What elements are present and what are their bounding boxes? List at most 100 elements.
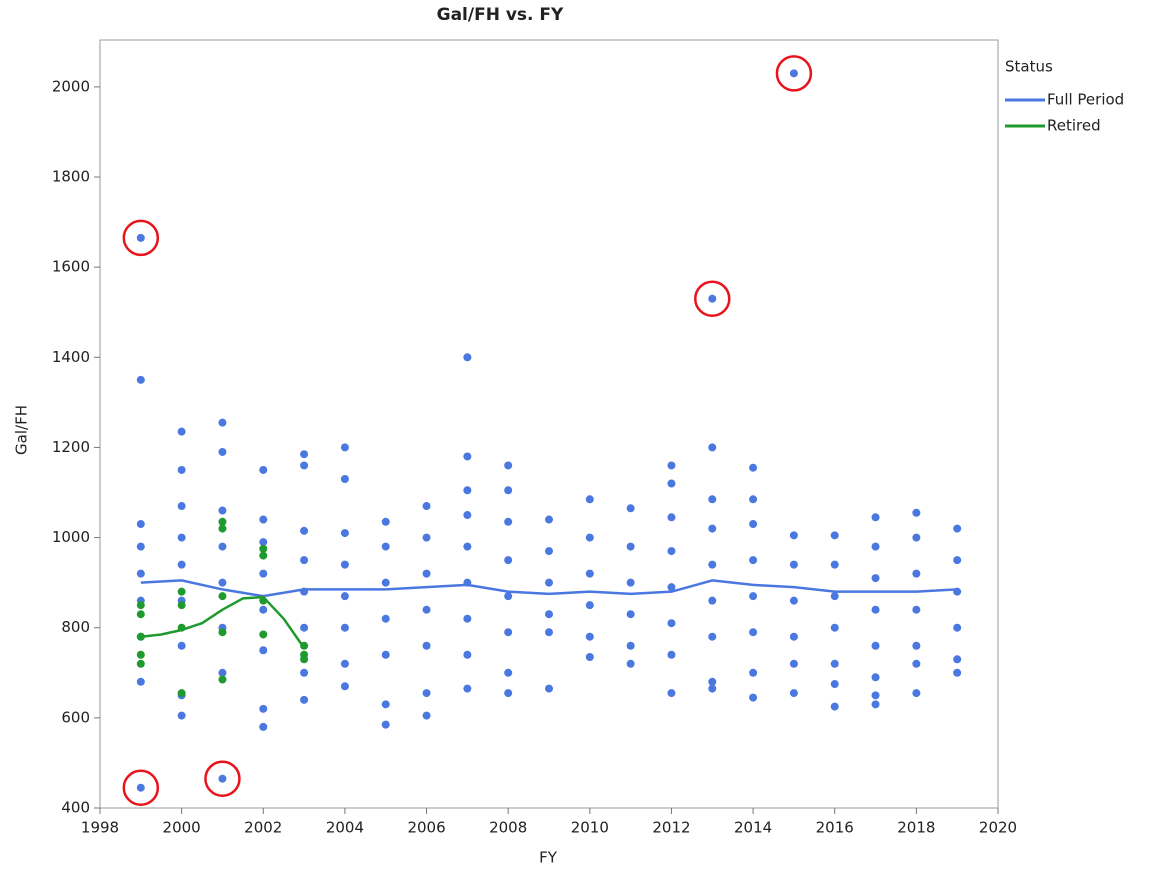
- data-point: [749, 495, 758, 504]
- data-point: [953, 556, 962, 565]
- data-point: [749, 628, 758, 637]
- data-point: [871, 700, 880, 709]
- data-point: [504, 556, 513, 565]
- data-point: [381, 614, 390, 623]
- data-point: [463, 542, 472, 551]
- data-point: [708, 684, 717, 693]
- data-point: [340, 443, 349, 452]
- data-point: [136, 520, 145, 529]
- data-point: [136, 375, 145, 384]
- data-point: [136, 601, 145, 610]
- data-point: [789, 560, 798, 569]
- data-point: [177, 533, 186, 542]
- data-point: [667, 583, 676, 592]
- data-point: [259, 646, 268, 655]
- data-point: [626, 610, 635, 619]
- data-point: [463, 614, 472, 623]
- data-point: [177, 427, 186, 436]
- data-point: [463, 650, 472, 659]
- data-point: [585, 533, 594, 542]
- x-tick-label: 2006: [407, 819, 445, 837]
- x-tick-label: 2002: [244, 819, 282, 837]
- x-tick-label: 1998: [81, 819, 119, 837]
- data-point: [830, 560, 839, 569]
- data-point: [912, 569, 921, 578]
- data-point: [177, 465, 186, 474]
- data-point: [626, 659, 635, 668]
- data-point: [300, 623, 309, 632]
- data-point: [136, 569, 145, 578]
- data-point: [667, 461, 676, 470]
- data-point: [708, 560, 717, 569]
- legend-label: Full Period: [1047, 91, 1124, 109]
- data-point: [463, 452, 472, 461]
- data-point: [912, 689, 921, 698]
- highlight-circle: [122, 769, 160, 806]
- data-point: [381, 720, 390, 729]
- data-point: [422, 569, 431, 578]
- data-point: [585, 632, 594, 641]
- data-point: [749, 693, 758, 702]
- data-point: [504, 486, 513, 495]
- x-tick-label: 2020: [979, 819, 1017, 837]
- data-point: [708, 495, 717, 504]
- data-point: [218, 592, 227, 601]
- data-point: [545, 578, 553, 587]
- data-point: [830, 702, 839, 711]
- data-point: [789, 596, 798, 605]
- data-point: [422, 533, 431, 542]
- y-tick-label: 1600: [52, 258, 90, 276]
- highlight-circle: [775, 55, 813, 92]
- data-point: [749, 668, 758, 677]
- data-point: [789, 531, 798, 540]
- data-point: [871, 673, 880, 682]
- data-point: [463, 511, 472, 520]
- data-point: [708, 677, 717, 686]
- data-point: [871, 513, 880, 522]
- data-point: [136, 610, 145, 619]
- data-point: [177, 502, 186, 511]
- data-point: [300, 655, 309, 664]
- x-axis-label: FY: [539, 849, 558, 867]
- data-point: [871, 574, 880, 583]
- data-point: [830, 592, 839, 601]
- data-point: [871, 605, 880, 614]
- data-point: [504, 517, 513, 526]
- data-point: [259, 722, 268, 731]
- x-tick-label: 2018: [897, 819, 935, 837]
- data-point: [218, 578, 227, 587]
- x-tick-label: 2010: [571, 819, 609, 837]
- data-point: [136, 659, 145, 668]
- data-point: [259, 515, 268, 524]
- y-tick-label: 600: [61, 708, 90, 726]
- data-point: [300, 450, 309, 459]
- data-point: [218, 774, 227, 783]
- x-tick-label: 2014: [734, 819, 772, 837]
- data-point: [749, 592, 758, 601]
- plot-frame: [99, 39, 999, 809]
- fit-line: [140, 595, 306, 649]
- data-point: [340, 474, 349, 483]
- legend-title: Status: [1005, 58, 1053, 76]
- data-point: [300, 461, 309, 470]
- data-point: [585, 569, 594, 578]
- highlight-circle: [122, 219, 160, 257]
- data-point: [422, 502, 431, 511]
- data-point: [300, 556, 309, 565]
- data-point: [177, 711, 186, 720]
- data-point: [667, 619, 676, 628]
- data-point: [667, 547, 676, 556]
- data-point: [504, 592, 513, 601]
- data-point: [830, 623, 839, 632]
- data-point: [340, 560, 349, 569]
- data-point: [626, 504, 635, 513]
- data-point: [340, 659, 349, 668]
- data-point: [259, 569, 268, 578]
- data-point: [708, 632, 717, 641]
- highlight-circle: [204, 760, 241, 797]
- data-point: [953, 524, 962, 533]
- data-point: [789, 632, 798, 641]
- data-point: [708, 596, 717, 605]
- data-point: [177, 601, 186, 610]
